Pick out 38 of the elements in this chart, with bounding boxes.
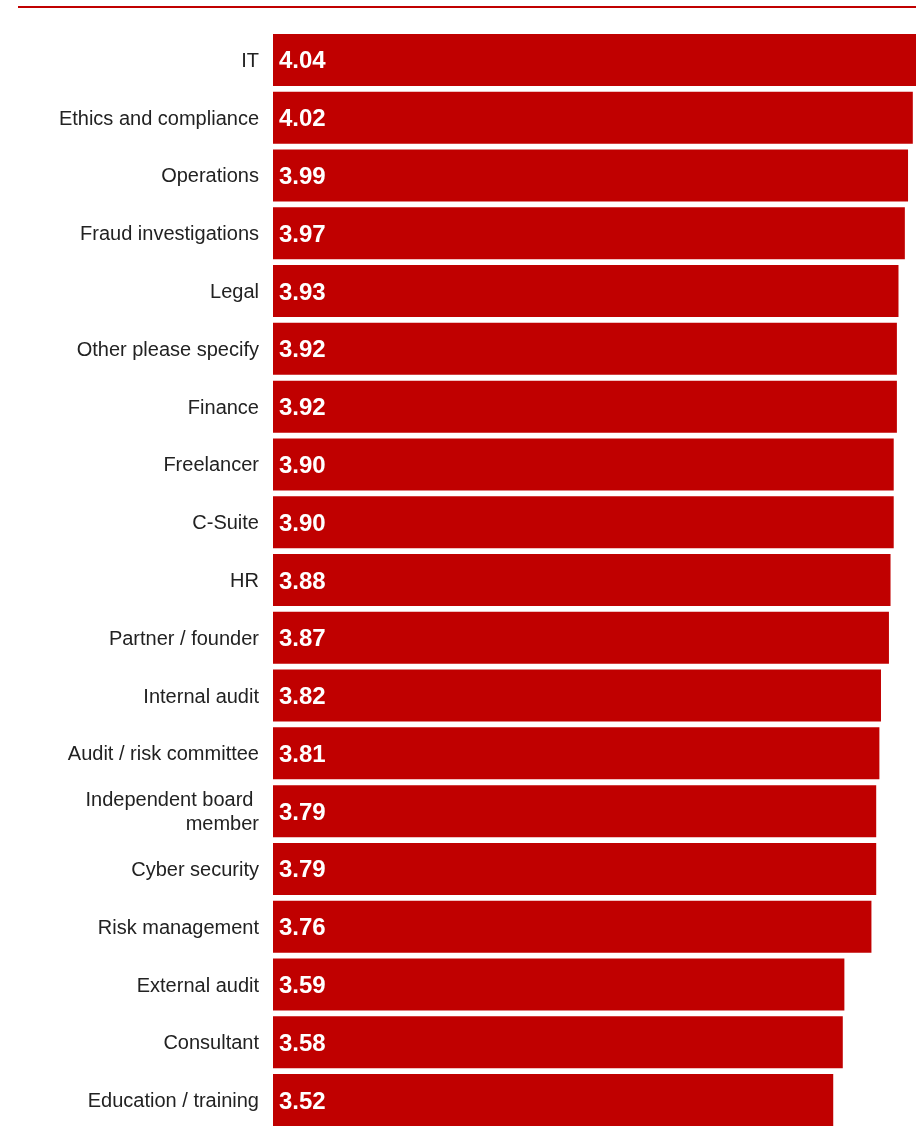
y-tick-label: HR <box>230 569 259 591</box>
data-label: 3.92 <box>279 393 326 421</box>
data-label: 3.88 <box>279 566 326 594</box>
data-label: 3.97 <box>279 219 326 247</box>
y-tick-label: Other please specify <box>76 337 259 360</box>
y-tick-label: Finance <box>187 395 259 418</box>
y-tick-label: Partner / founder <box>108 626 260 649</box>
data-label: 4.04 <box>279 46 327 74</box>
data-label: 3.79 <box>279 797 326 825</box>
data-label: 3.99 <box>279 161 326 189</box>
y-tick-label: Education / training <box>87 1089 259 1112</box>
data-label: 3.52 <box>279 1086 326 1114</box>
y-tick-label: Risk management <box>97 915 260 938</box>
y-tick-label: Independent board member <box>85 788 260 835</box>
data-label: 4.02 <box>279 104 326 132</box>
y-tick-label: IT <box>241 48 259 71</box>
data-label: 3.58 <box>279 1028 326 1056</box>
y-tick-label: External audit <box>136 973 260 996</box>
y-tick-label: Fraud investigations <box>80 222 259 245</box>
y-tick-label: Operations <box>161 164 259 187</box>
y-tick-label: Internal audit <box>143 684 260 707</box>
y-tick-label: C-Suite <box>192 511 259 534</box>
data-label: 3.87 <box>279 624 326 652</box>
data-label: 3.93 <box>279 277 326 305</box>
y-tick-label: Legal <box>210 280 259 303</box>
data-label: 3.59 <box>279 971 326 999</box>
data-label: 3.76 <box>279 913 326 941</box>
y-tick-label: Ethics and compliance <box>58 106 259 129</box>
data-label: 3.90 <box>279 508 326 536</box>
data-label: 3.92 <box>279 335 326 363</box>
data-label: 3.81 <box>279 739 326 767</box>
data-label: 3.82 <box>279 682 326 710</box>
data-label: 3.90 <box>279 450 326 478</box>
y-tick-label: Audit / risk committee <box>67 742 259 765</box>
y-tick-label: Freelancer <box>163 453 260 476</box>
y-tick-label: Cyber security <box>131 857 259 880</box>
y-tick-label: Consultant <box>163 1031 260 1054</box>
data-label: 3.79 <box>279 855 326 883</box>
